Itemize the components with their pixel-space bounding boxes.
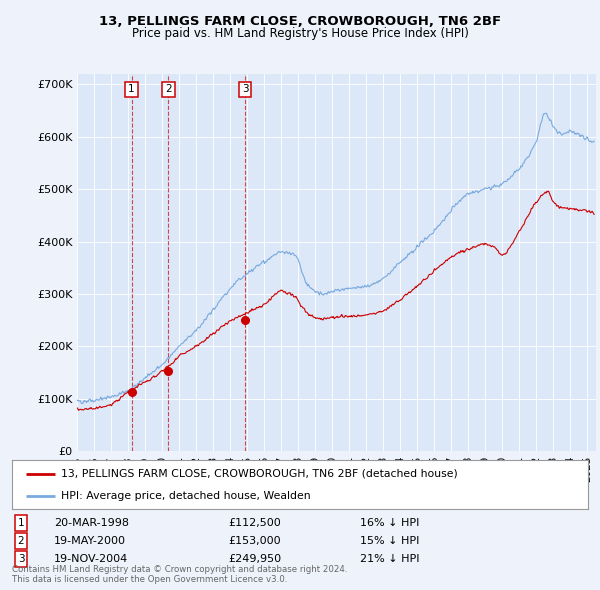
Text: HPI: Average price, detached house, Wealden: HPI: Average price, detached house, Weal… — [61, 491, 311, 502]
Text: 20-MAR-1998: 20-MAR-1998 — [54, 519, 129, 528]
Text: Contains HM Land Registry data © Crown copyright and database right 2024.
This d: Contains HM Land Registry data © Crown c… — [12, 565, 347, 584]
Text: 3: 3 — [17, 554, 25, 563]
Text: £153,000: £153,000 — [228, 536, 281, 546]
Text: £249,950: £249,950 — [228, 554, 281, 563]
Text: 19-MAY-2000: 19-MAY-2000 — [54, 536, 126, 546]
Text: 13, PELLINGS FARM CLOSE, CROWBOROUGH, TN6 2BF: 13, PELLINGS FARM CLOSE, CROWBOROUGH, TN… — [99, 15, 501, 28]
Text: 3: 3 — [242, 84, 248, 94]
Text: 1: 1 — [17, 519, 25, 528]
Text: 19-NOV-2004: 19-NOV-2004 — [54, 554, 128, 563]
Text: 2: 2 — [165, 84, 172, 94]
Text: 16% ↓ HPI: 16% ↓ HPI — [360, 519, 419, 528]
Text: 21% ↓ HPI: 21% ↓ HPI — [360, 554, 419, 563]
Text: 13, PELLINGS FARM CLOSE, CROWBOROUGH, TN6 2BF (detached house): 13, PELLINGS FARM CLOSE, CROWBOROUGH, TN… — [61, 468, 458, 478]
Text: 1: 1 — [128, 84, 135, 94]
Text: 15% ↓ HPI: 15% ↓ HPI — [360, 536, 419, 546]
Text: Price paid vs. HM Land Registry's House Price Index (HPI): Price paid vs. HM Land Registry's House … — [131, 27, 469, 40]
Text: 2: 2 — [17, 536, 25, 546]
Text: £112,500: £112,500 — [228, 519, 281, 528]
